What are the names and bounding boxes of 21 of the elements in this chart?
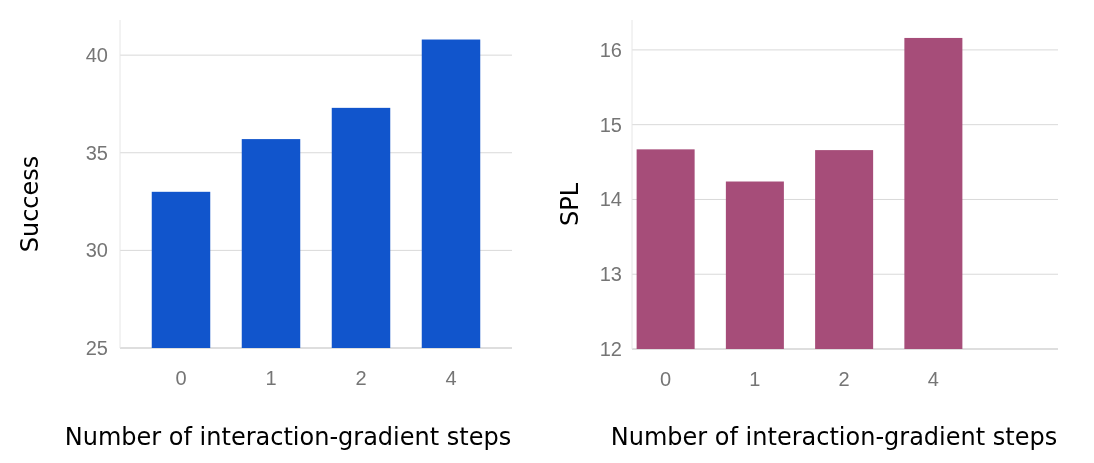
y-tick-label: 16 [599,38,622,61]
x-tick-label: 1 [749,368,761,390]
y-tick-label: 40 [85,44,108,67]
y-axis-title: Success [16,155,44,253]
y-axis-title: SPL [556,182,584,227]
y-tick-label: 35 [85,141,108,164]
y-tick-label: 25 [85,337,108,359]
y-tick-label: 15 [599,113,622,136]
x-tick-label: 0 [175,367,187,389]
y-tick-label: 14 [599,188,622,211]
x-axis-title: Number of interaction-gradient steps [610,423,1058,451]
y-tick-label: 12 [599,338,622,360]
y-tick-label: 13 [599,263,622,286]
x-tick-label: 2 [355,367,367,389]
x-axis-title: Number of interaction-gradient steps [64,423,512,451]
y-tick-label: 30 [85,239,108,262]
x-tick-label: 4 [927,368,939,390]
x-tick-label: 0 [660,368,672,390]
x-tick-label: 2 [838,368,850,390]
x-tick-label: 4 [445,367,457,389]
x-tick-label: 1 [265,367,277,389]
